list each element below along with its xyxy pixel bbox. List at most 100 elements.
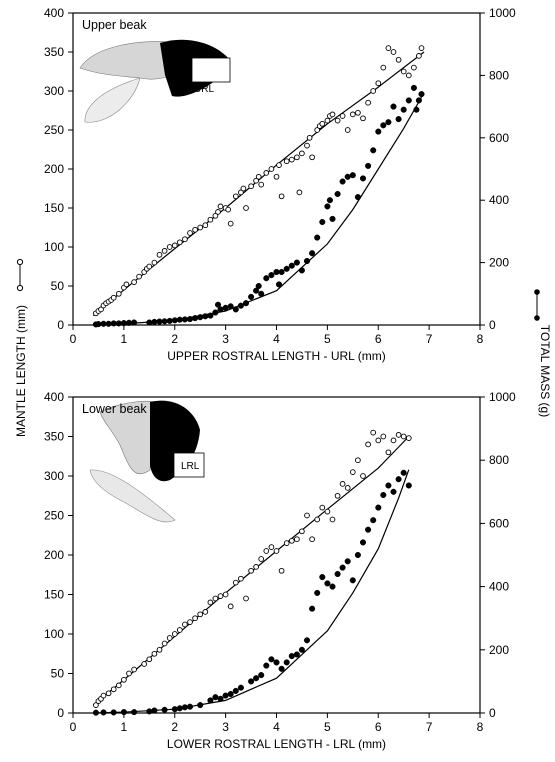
mantle-length-point <box>314 127 321 133</box>
mantle-length-point <box>151 259 158 266</box>
mantle-length-point <box>225 206 232 213</box>
url-label: URL <box>194 84 214 95</box>
y-tick-label: 350 <box>44 45 64 59</box>
total-mass-point <box>237 302 244 309</box>
mantle-length-point <box>258 181 265 188</box>
mantle-length-point <box>131 666 137 673</box>
y-tick-label: 400 <box>44 6 64 20</box>
total-mass-point <box>176 316 183 323</box>
mantle-length-point <box>98 306 104 313</box>
upper-beak-illustration: URL <box>79 39 231 123</box>
total-mass-point <box>370 147 377 154</box>
total-mass-point <box>100 709 107 716</box>
total-mass-point <box>237 684 244 691</box>
x-axis-label: UPPER ROSTRAL LENGTH - URL (mm) <box>167 349 385 363</box>
mantle-length-point <box>400 68 407 75</box>
total-mass-point <box>339 564 346 571</box>
total-mass-point <box>232 687 239 694</box>
total-mass-point <box>161 706 168 713</box>
mantle-length-point <box>365 99 371 106</box>
total-mass-point <box>354 551 361 559</box>
total-mass-point <box>212 694 219 701</box>
mantle-length-point <box>334 492 341 499</box>
mantle-length-point <box>166 635 173 641</box>
total-mass-point <box>385 482 392 489</box>
mantle-length-point <box>268 166 275 172</box>
mantle-length-point <box>238 189 244 196</box>
mantle-length-point <box>171 242 178 249</box>
mantle-length-point <box>131 279 137 285</box>
mantle-length-point <box>355 109 361 116</box>
mantle-length-point <box>334 117 341 124</box>
lrl-label: LRL <box>181 461 200 472</box>
mantle-length-point <box>294 154 300 161</box>
mantle-length-point <box>123 281 130 288</box>
mantle-length-point <box>339 113 346 119</box>
y-tick-label: 50 <box>51 667 65 681</box>
total-mass-point <box>207 312 214 319</box>
mantle-length-point <box>243 205 249 211</box>
y2-tick-label: 400 <box>489 580 509 594</box>
mantle-length-point <box>238 575 244 582</box>
mantle-length-point <box>299 150 305 157</box>
y-tick-label: 400 <box>44 390 64 404</box>
y-tick-label: 0 <box>57 706 64 720</box>
total-mass-point <box>326 197 333 204</box>
y2-tick-label: 0 <box>489 706 496 720</box>
total-mass-point <box>151 707 158 714</box>
y-tick-label: 150 <box>44 201 64 215</box>
mantle-length-point <box>385 45 392 51</box>
x-tick-label: 7 <box>426 332 433 346</box>
y-tick-label: 250 <box>44 509 64 523</box>
y-tick-label: 100 <box>44 240 64 254</box>
y-tick-label: 250 <box>44 123 64 137</box>
total-mass-point <box>395 476 402 483</box>
total-mass-point <box>217 306 224 313</box>
x-tick-label: 3 <box>222 332 229 346</box>
y2-tick-label: 600 <box>489 516 509 530</box>
total-mass-point <box>214 301 222 308</box>
beak-lower-wing <box>84 77 141 123</box>
total-mass-point <box>319 218 326 226</box>
total-mass-point <box>380 122 387 129</box>
y-tick-label: 50 <box>51 279 65 293</box>
total-mass-point <box>161 318 168 325</box>
mantle-length-point <box>390 437 397 444</box>
total-mass-point <box>217 695 224 702</box>
total-mass-point <box>255 282 262 290</box>
total-mass-point <box>156 318 163 325</box>
x-tick-label: 3 <box>222 720 229 734</box>
total-mass-point <box>283 265 290 272</box>
total-mass-point <box>181 704 188 711</box>
total-mass-point <box>400 469 407 476</box>
mantle-length-point <box>355 457 361 464</box>
mantle-length-point <box>299 528 305 535</box>
mantle-length-point <box>93 702 99 708</box>
total-mass-point <box>390 103 397 110</box>
total-mass-point <box>242 300 250 307</box>
mantle-length-point <box>207 216 214 223</box>
total-mass-point <box>390 488 397 495</box>
x-tick-label: 7 <box>426 720 433 734</box>
total-mass-point <box>349 577 356 584</box>
total-mass-point <box>273 659 280 666</box>
total-mass-point <box>186 316 194 323</box>
total-mass-point <box>349 172 356 179</box>
total-mass-point <box>413 106 420 113</box>
total-mass-point <box>171 706 178 713</box>
y2-tick-label: 800 <box>489 453 509 467</box>
total-mass-point <box>334 190 341 198</box>
mantle-length-point <box>197 611 204 618</box>
mantle-length-point <box>187 230 193 236</box>
x-tick-label: 5 <box>324 720 331 734</box>
mantle-length-point <box>380 64 387 71</box>
x-tick-label: 8 <box>477 332 484 346</box>
total-mass-point <box>385 119 392 126</box>
total-mass-point <box>354 194 361 201</box>
total-mass-point <box>375 128 382 135</box>
total-mass-point <box>110 320 117 327</box>
total-mass-point <box>344 558 351 565</box>
total-mass-point <box>248 678 255 685</box>
total-mass-point <box>283 659 290 666</box>
